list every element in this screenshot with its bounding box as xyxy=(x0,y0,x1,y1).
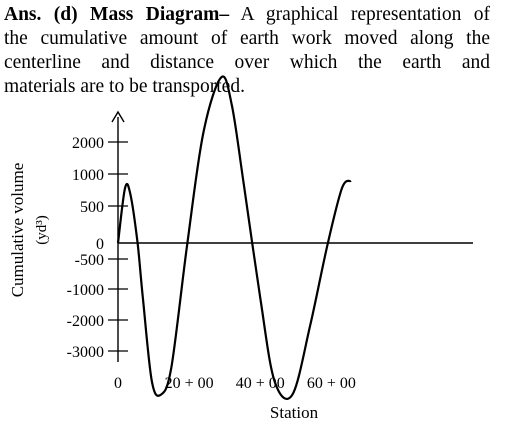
y-axis-arrow xyxy=(111,110,125,123)
answer-line-2: the cumulative amount of earth work move… xyxy=(4,28,490,49)
y-tick-label: 2000 xyxy=(72,135,104,152)
y-tick-label: -2000 xyxy=(67,313,104,330)
x-axis-label: Station xyxy=(270,403,319,422)
x-tick-label: 0 xyxy=(114,375,122,392)
x-tick-label: 60 + 00 xyxy=(307,375,356,392)
mass-curve xyxy=(116,75,352,400)
y-tick-label: 500 xyxy=(80,199,104,216)
y-tick-label: -3000 xyxy=(67,344,104,361)
answer-line-1: Ans. (d) Mass Diagram– A graphical repre… xyxy=(4,3,490,27)
axes xyxy=(111,110,473,362)
y-axis-label: Cumulative volume xyxy=(8,163,27,298)
y-axis-unit: (yd³) xyxy=(34,215,50,245)
y-tick-label: 1000 xyxy=(72,167,104,184)
answer-line-3: centerline and distance over which the e… xyxy=(4,52,490,73)
y-tick-label: 0 xyxy=(96,236,104,253)
x-tick-label: 20 + 00 xyxy=(165,375,214,392)
answer-heading: Ans. (d) Mass Diagram– xyxy=(4,4,230,25)
x-tick-label: 40 + 00 xyxy=(236,375,285,392)
answer-line-4: materials are to be transported. xyxy=(4,76,245,97)
answer-paragraph: Ans. (d) Mass Diagram– A graphical repre… xyxy=(4,3,490,99)
y-tick-label: -500 xyxy=(75,252,104,269)
y-tick-label: -1000 xyxy=(67,282,104,299)
answer-text-1: A graphical representation of xyxy=(229,4,490,25)
